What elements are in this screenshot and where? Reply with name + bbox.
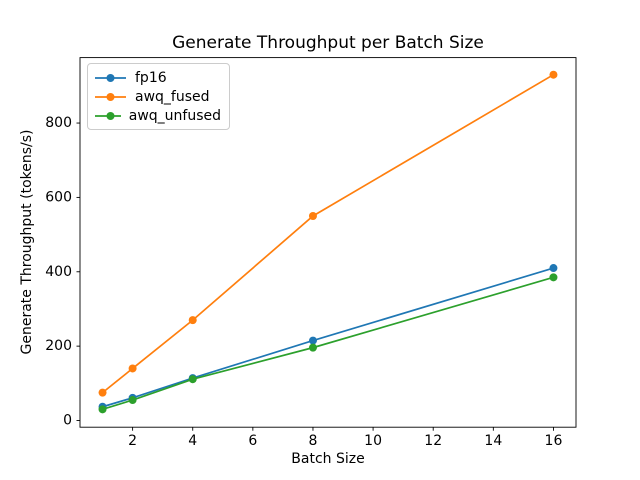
data-point-awq_fused [308,212,317,220]
axes-frame [79,57,577,428]
x-tick-label: 12 [424,433,442,449]
y-tick-label: 400 [45,264,72,280]
data-point-awq_fused [549,70,558,79]
legend-label-awq_unfused: awq_unfused [128,107,221,124]
legend-item-awq_fused: awq_fused [94,90,221,104]
data-point-awq_fused [188,316,197,325]
x-tick-label: 8 [309,433,318,449]
legend-label-awq_fused: awq_fused [135,88,210,105]
data-point-awq_unfused [549,273,558,282]
data-point-fp16 [549,264,558,273]
x-tick-label: 10 [364,433,382,449]
series-line-awq_unfused [101,276,555,411]
legend: fp16 awq_fused awq_unfused [87,63,230,130]
legend-label-fp16: fp16 [135,69,167,86]
x-tick-label: 16 [545,433,563,449]
legend-item-fp16: fp16 [94,71,221,85]
data-point-awq_unfused [98,405,107,414]
legend-marker-awq_unfused [95,111,121,120]
x-tick-label: 14 [484,433,502,449]
x-axis-label: Batch Size [291,451,365,467]
data-point-awq_fused [128,364,137,373]
x-tick-label: 4 [188,433,197,449]
x-tick-label: 6 [248,433,257,449]
legend-marker-awq_fused [95,92,126,101]
data-point-awq_fused [98,388,107,397]
y-tick-label: 600 [45,189,72,205]
data-point-awq_unfused [188,375,197,384]
data-point-fp16 [308,336,317,345]
y-tick-label: 200 [45,338,72,354]
y-tick-label: 800 [45,115,72,131]
data-point-awq_unfused [308,343,317,352]
y-tick-label: 0 [63,413,72,429]
x-tick-label: 2 [128,433,137,449]
chart-title: Generate Throughput per Batch Size [172,33,484,53]
legend-marker-fp16 [95,73,126,82]
legend-item-awq_unfused: awq_unfused [94,109,221,123]
y-axis-label: Generate Throughput (tokens/s) [19,129,35,355]
data-point-awq_unfused [128,396,137,405]
